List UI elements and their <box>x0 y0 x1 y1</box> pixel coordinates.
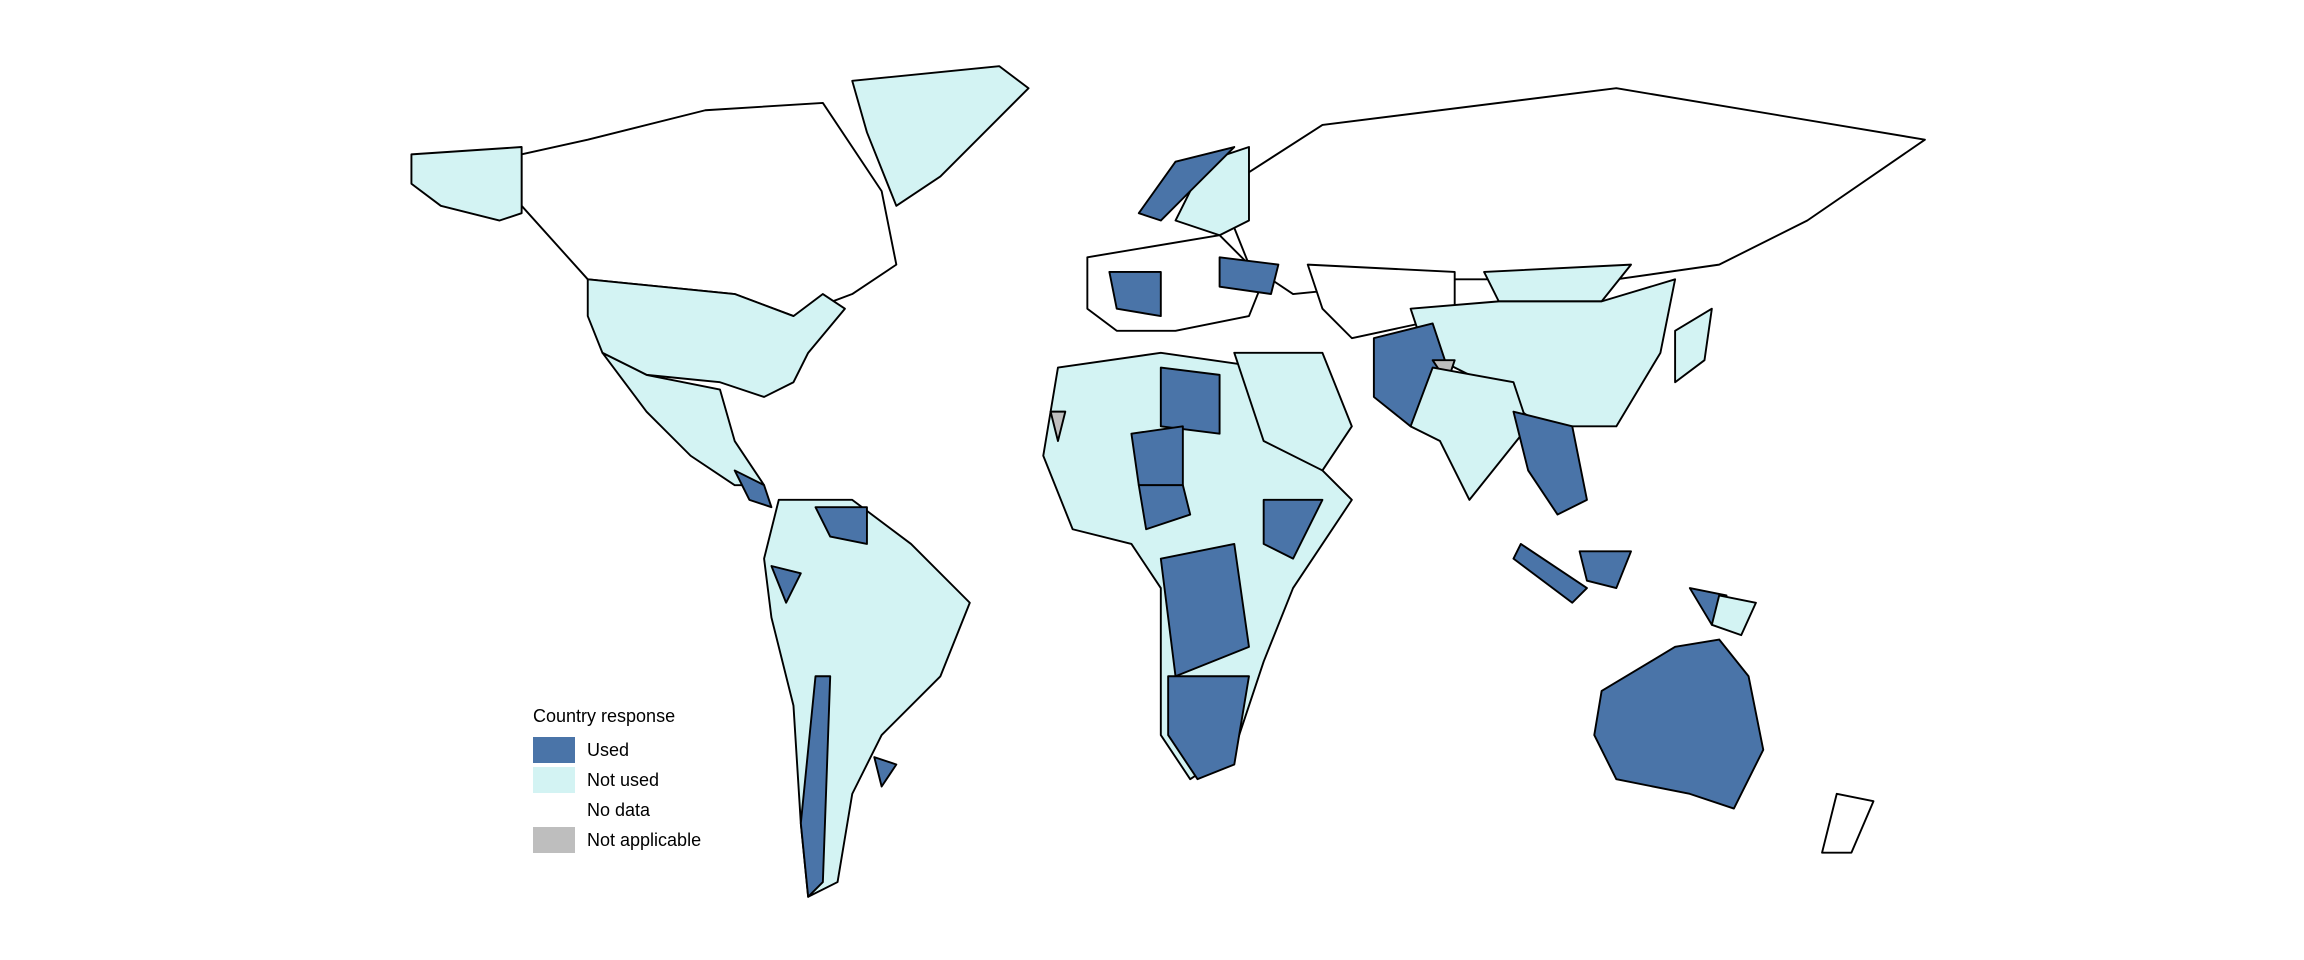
region-sumatra <box>1512 542 1588 604</box>
region-mongolia <box>1483 263 1632 303</box>
region-central-africa <box>1159 542 1250 678</box>
region-france <box>1108 271 1162 318</box>
region-norway <box>1137 146 1236 222</box>
legend-label: No data <box>587 799 651 820</box>
region-southeast-asia <box>1512 410 1588 516</box>
region-uruguay <box>873 756 898 788</box>
legend-item-used: Used <box>533 735 701 765</box>
legend-label: Not applicable <box>587 829 702 850</box>
legend-swatch-not-used <box>533 767 575 793</box>
legend: Country response Used Not used No data N… <box>533 706 701 855</box>
region-ethiopia <box>1262 498 1324 560</box>
region-middle-east <box>1233 351 1353 472</box>
region-chile <box>799 675 832 898</box>
region-borneo <box>1578 550 1632 590</box>
legend-swatch-not-applicable <box>533 827 575 853</box>
region-venezuela <box>814 506 868 545</box>
region-australia <box>1593 638 1765 810</box>
region-libya <box>1159 366 1221 435</box>
legend-title: Country response <box>533 706 676 726</box>
legend-item-not-applicable: Not applicable <box>533 825 701 855</box>
region-southern-africa <box>1167 675 1250 781</box>
region-alaska <box>410 146 523 222</box>
legend-item-not-used: Not used <box>533 765 701 795</box>
region-new-zealand <box>1821 792 1875 854</box>
region-japan <box>1674 307 1713 384</box>
legend-swatch-used <box>533 737 575 763</box>
region-south-america <box>763 498 971 898</box>
legend-label: Not used <box>587 769 660 790</box>
region-png <box>1710 594 1757 637</box>
legend-item-no-data: No data <box>533 795 701 825</box>
legend-swatch-no-data <box>533 797 575 823</box>
region-india <box>1409 366 1530 501</box>
region-western-sahara <box>1049 410 1067 442</box>
region-ecuador <box>770 565 802 604</box>
region-central-america <box>733 469 773 509</box>
region-russia <box>1218 87 1926 295</box>
region-canada <box>520 101 898 318</box>
region-niger <box>1130 425 1184 487</box>
legend-label: Used <box>587 739 630 760</box>
region-nigeria <box>1137 484 1192 531</box>
region-ukraine <box>1218 256 1280 295</box>
region-greenland <box>851 65 1030 207</box>
